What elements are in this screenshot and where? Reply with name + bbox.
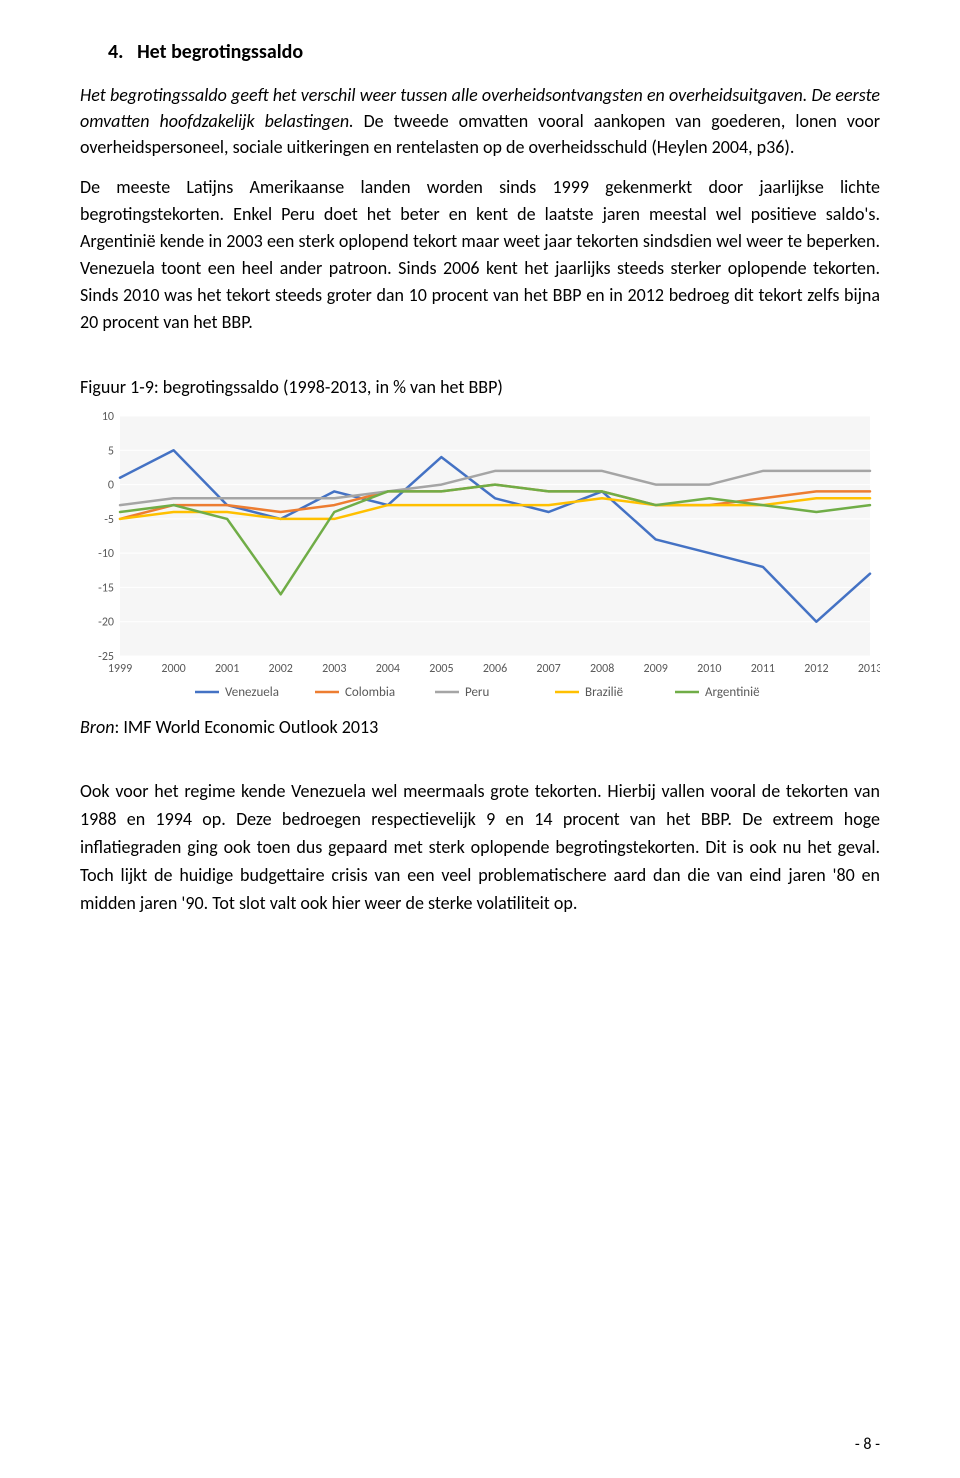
svg-text:Brazilië: Brazilië [585,685,623,700]
paragraph-intro: Het begrotingssaldo geeft het verschil w… [80,82,880,160]
section-title-text: Het begrotingssaldo [137,40,303,64]
paragraph-body-2: Ook voor het regime kende Venezuela wel … [80,778,880,917]
svg-text:2010: 2010 [697,662,721,676]
svg-text:2001: 2001 [215,662,239,676]
svg-text:2005: 2005 [429,662,453,676]
page-number: - 8 - [855,1435,880,1454]
svg-text:2008: 2008 [590,662,614,676]
svg-text:0: 0 [108,479,114,493]
svg-text:1999: 1999 [108,662,132,676]
source-text: : IMF World Economic Outlook 2013 [114,716,378,738]
svg-text:2002: 2002 [269,662,293,676]
svg-text:-5: -5 [104,513,114,527]
section-heading: 4. Het begrotingssaldo [80,40,880,64]
svg-text:2003: 2003 [322,662,346,676]
chart-container: 1050-5-10-15-20-251999200020012002200320… [80,406,880,706]
svg-text:2004: 2004 [376,662,400,676]
svg-text:2013: 2013 [858,662,880,676]
svg-text:Peru: Peru [465,685,489,700]
svg-text:-10: -10 [98,547,114,561]
svg-text:-20: -20 [98,616,114,630]
figure-source: Bron: IMF World Economic Outlook 2013 [80,716,880,738]
paragraph-body-1: De meeste Latijns Amerikaanse landen wor… [80,174,880,336]
line-chart: 1050-5-10-15-20-251999200020012002200320… [80,406,880,706]
svg-text:Argentinië: Argentinië [705,685,760,700]
svg-text:2011: 2011 [751,662,775,676]
figure-caption: Figuur 1-9: begrotingssaldo (1998-2013, … [80,376,880,398]
svg-text:5: 5 [108,445,114,459]
svg-text:2000: 2000 [161,662,185,676]
svg-text:10: 10 [102,410,114,424]
source-label: Bron [80,716,114,738]
svg-text:2006: 2006 [483,662,507,676]
svg-text:-15: -15 [98,582,114,596]
page: 4. Het begrotingssaldo Het begrotingssal… [0,0,960,1478]
svg-text:Venezuela: Venezuela [225,685,279,700]
svg-text:2007: 2007 [536,662,560,676]
svg-text:2012: 2012 [804,662,828,676]
svg-text:2009: 2009 [644,662,668,676]
svg-text:Colombia: Colombia [345,685,395,700]
section-number: 4. [108,40,123,64]
